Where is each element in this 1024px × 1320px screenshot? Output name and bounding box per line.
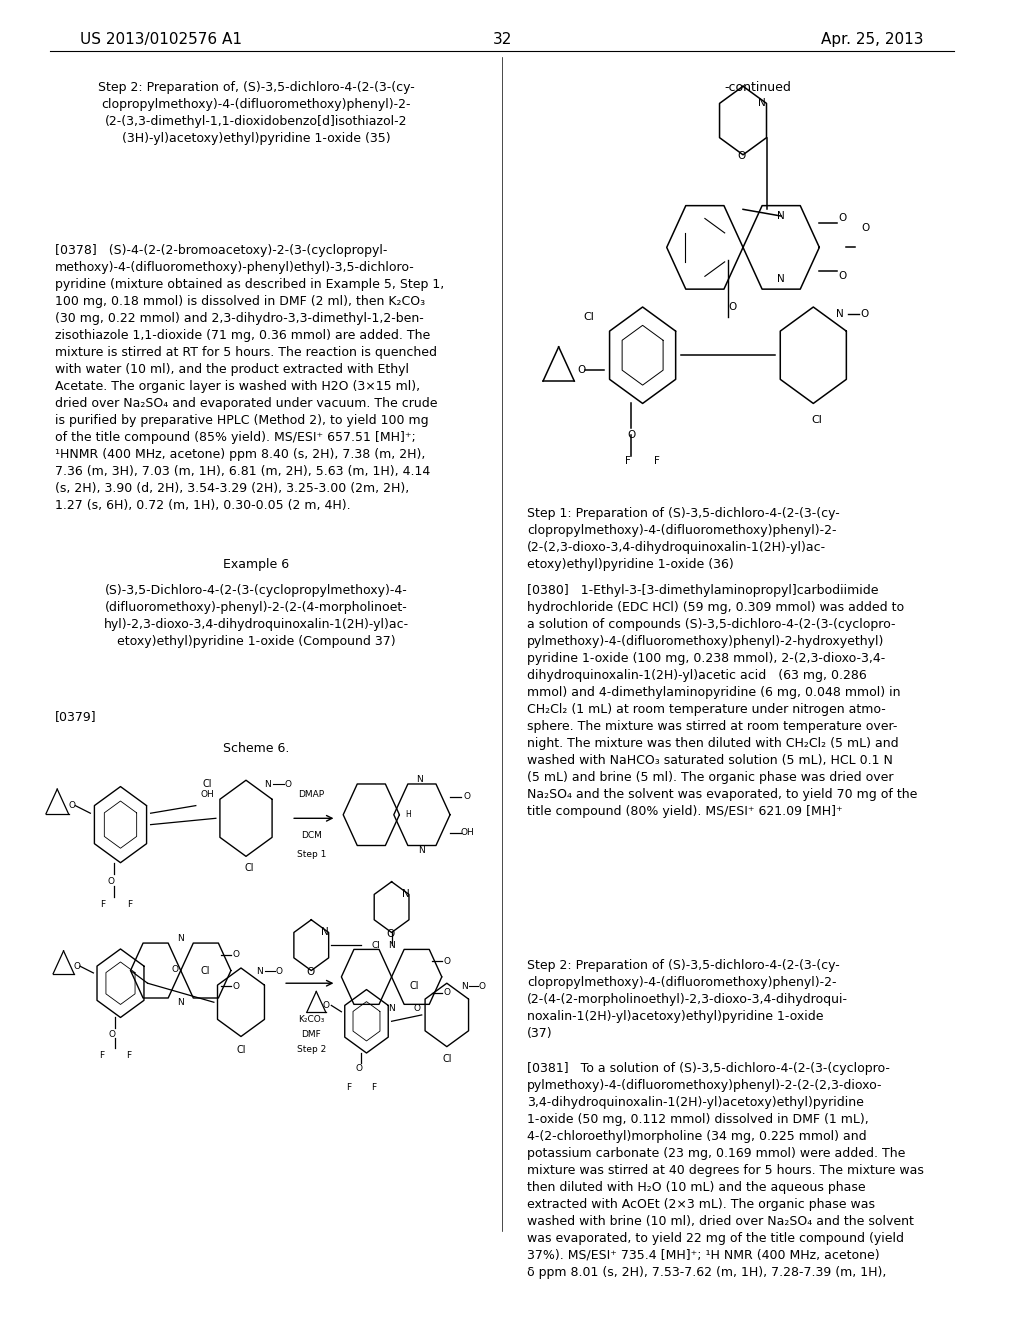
Text: Cl: Cl <box>410 981 419 991</box>
Text: Step 1: Step 1 <box>297 850 326 859</box>
Text: O: O <box>171 965 178 974</box>
Text: F: F <box>100 900 105 909</box>
Text: F: F <box>99 1051 104 1060</box>
Text: N: N <box>388 941 395 949</box>
Text: OH: OH <box>460 828 474 837</box>
Text: N: N <box>177 935 184 944</box>
Text: O: O <box>729 302 737 312</box>
Text: O: O <box>232 982 240 991</box>
Text: N: N <box>264 780 270 788</box>
Text: F: F <box>372 1084 377 1093</box>
Text: N: N <box>777 273 785 284</box>
Text: O: O <box>109 1030 116 1039</box>
Text: O: O <box>578 364 586 375</box>
Text: US 2013/0102576 A1: US 2013/0102576 A1 <box>80 32 243 46</box>
Text: N: N <box>401 890 410 899</box>
Text: N: N <box>758 99 766 108</box>
Text: N: N <box>388 1005 395 1012</box>
Text: O: O <box>443 957 451 965</box>
Text: O: O <box>306 966 314 977</box>
Text: F: F <box>654 457 659 466</box>
Text: Cl: Cl <box>442 1055 452 1064</box>
Text: O: O <box>838 214 847 223</box>
Text: OH: OH <box>201 789 215 799</box>
Text: H: H <box>404 810 411 820</box>
Text: N: N <box>777 211 785 220</box>
Text: DCM: DCM <box>301 832 322 840</box>
Text: Step 1: Preparation of (S)-3,5-dichloro-4-(2-(3-(cy-
clopropylmethoxy)-4-(difluo: Step 1: Preparation of (S)-3,5-dichloro-… <box>527 507 840 572</box>
Text: -continued: -continued <box>725 82 792 94</box>
Text: F: F <box>126 1051 131 1060</box>
Text: O: O <box>414 1005 420 1012</box>
Text: O: O <box>275 968 283 975</box>
Text: N: N <box>416 775 423 784</box>
Text: Step 2: Step 2 <box>297 1045 326 1055</box>
Text: O: O <box>464 792 470 801</box>
Text: Cl: Cl <box>584 312 595 322</box>
Text: N: N <box>837 309 844 319</box>
Text: Scheme 6.: Scheme 6. <box>223 742 289 755</box>
Text: O: O <box>861 309 869 319</box>
Text: N: N <box>461 982 468 991</box>
Text: Cl: Cl <box>812 416 822 425</box>
Text: O: O <box>74 961 81 970</box>
Text: Cl: Cl <box>245 863 254 873</box>
Text: O: O <box>232 950 240 960</box>
Text: O: O <box>69 801 76 810</box>
Text: N: N <box>257 968 263 975</box>
Text: Apr. 25, 2013: Apr. 25, 2013 <box>821 32 924 46</box>
Text: O: O <box>861 223 869 234</box>
Text: O: O <box>323 1001 330 1010</box>
Text: Cl: Cl <box>201 966 211 977</box>
Text: Cl: Cl <box>237 1045 246 1055</box>
Text: (S)-3,5-Dichloro-4-(2-(3-(cyclopropylmethoxy)-4-
(difluoromethoxy)-phenyl)-2-(2-: (S)-3,5-Dichloro-4-(2-(3-(cyclopropylmet… <box>103 583 409 648</box>
Text: Step 2: Preparation of (S)-3,5-dichloro-4-(2-(3-(cy-
clopropylmethoxy)-4-(difluo: Step 2: Preparation of (S)-3,5-dichloro-… <box>527 960 848 1040</box>
Text: N: N <box>419 846 425 855</box>
Text: Cl: Cl <box>372 941 380 949</box>
Text: Example 6: Example 6 <box>223 558 289 572</box>
Text: F: F <box>127 900 132 909</box>
Text: Cl: Cl <box>202 779 212 789</box>
Text: Step 2: Preparation of, (S)-3,5-dichloro-4-(2-(3-(cy-
clopropylmethoxy)-4-(diflu: Step 2: Preparation of, (S)-3,5-dichloro… <box>97 82 415 145</box>
Text: [0381]   To a solution of (S)-3,5-dichloro-4-(2-(3-(cyclopro-
pylmethoxy)-4-(dif: [0381] To a solution of (S)-3,5-dichloro… <box>527 1061 924 1279</box>
Text: O: O <box>478 982 485 991</box>
Text: O: O <box>108 878 115 886</box>
Text: DMF: DMF <box>301 1030 322 1039</box>
Text: F: F <box>626 457 631 466</box>
Text: O: O <box>627 430 635 440</box>
Text: N: N <box>177 998 184 1007</box>
Text: O: O <box>737 152 745 161</box>
Text: O: O <box>285 780 292 788</box>
Text: O: O <box>838 272 847 281</box>
Text: K₂CO₃: K₂CO₃ <box>298 1015 325 1024</box>
Text: [0378]   (S)-4-(2-(2-bromoacetoxy)-2-(3-(cyclopropyl-
methoxy)-4-(difluoromethox: [0378] (S)-4-(2-(2-bromoacetoxy)-2-(3-(c… <box>55 244 444 512</box>
Text: O: O <box>443 989 451 997</box>
Text: F: F <box>346 1084 351 1093</box>
Text: [0379]: [0379] <box>55 710 97 723</box>
Text: O: O <box>386 929 394 939</box>
Text: O: O <box>355 1064 362 1073</box>
Text: N: N <box>322 928 329 937</box>
Text: [0380]   1-Ethyl-3-[3-dimethylaminopropyl]carbodiimide
hydrochloride (EDC HCl) (: [0380] 1-Ethyl-3-[3-dimethylaminopropyl]… <box>527 583 918 817</box>
Text: 32: 32 <box>493 32 512 46</box>
Text: DMAP: DMAP <box>298 791 325 800</box>
